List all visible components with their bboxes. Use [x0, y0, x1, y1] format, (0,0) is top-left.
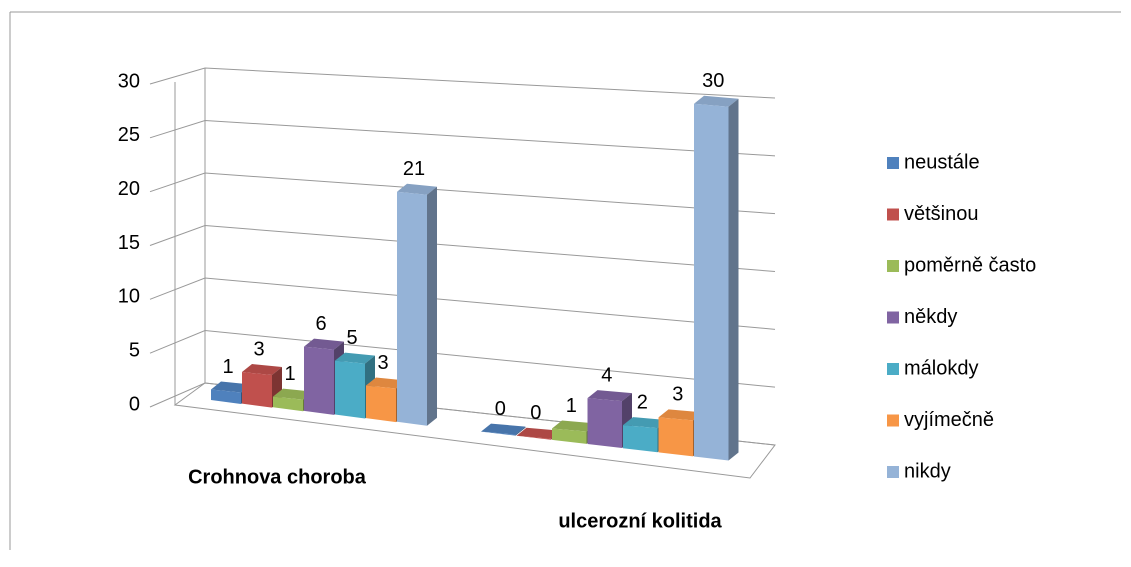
bar-top [335, 352, 375, 364]
bar [273, 388, 313, 412]
bar [694, 95, 739, 461]
bar-top [623, 417, 668, 429]
y-tick-label: 20 [118, 178, 140, 200]
legend-label: poměrně často [904, 254, 1036, 276]
grid-line [149, 67, 776, 99]
bar-front [335, 360, 365, 419]
bar-top [304, 338, 344, 350]
legend-swatch [887, 157, 899, 169]
legend-swatch [887, 414, 899, 427]
bar [587, 390, 632, 449]
value-label: 0 [530, 402, 541, 424]
bar-top [273, 388, 313, 400]
bar-front [366, 385, 396, 423]
bar-top [587, 390, 632, 402]
bar-front [481, 431, 516, 436]
legend-label: málokdy [904, 357, 978, 379]
bar-front [242, 372, 272, 408]
bar-side [728, 98, 739, 461]
legend-swatch [887, 466, 899, 478]
value-label: 3 [377, 352, 388, 374]
x-tick-label: Crohnova choroba [188, 466, 367, 488]
value-label: 3 [672, 384, 683, 406]
value-label: 30 [702, 70, 724, 92]
bar-top [694, 95, 739, 107]
y-tick-label: 30 [118, 70, 140, 92]
value-label: 4 [601, 364, 612, 386]
legend-swatch [887, 363, 899, 375]
grid-line [149, 172, 776, 215]
legend-swatch [887, 208, 899, 221]
grid-line [149, 224, 776, 272]
bar-top [211, 381, 251, 393]
y-tick-label: 10 [118, 286, 140, 308]
legend-label: vyjímečně [904, 409, 994, 431]
bar-front [211, 389, 241, 404]
value-label: 1 [222, 356, 233, 378]
bar [481, 423, 526, 436]
grid-line [149, 119, 776, 157]
bar-top [658, 409, 703, 421]
grid-line [149, 277, 776, 330]
bar-top [552, 420, 597, 432]
bar-top [397, 183, 437, 195]
bar-front [397, 191, 427, 426]
value-label: 1 [284, 363, 295, 385]
bar-top [366, 377, 406, 389]
bar-top [481, 423, 526, 435]
bar-top [516, 427, 561, 439]
bar-side [515, 426, 526, 436]
bar-side [427, 186, 437, 426]
bar-front [623, 425, 658, 453]
y-tick-label: 25 [118, 124, 140, 146]
bar-top [242, 364, 282, 376]
value-label: 5 [346, 327, 357, 349]
bar-front [273, 396, 303, 412]
bar [397, 183, 437, 426]
value-label: 1 [566, 395, 577, 417]
legend-label: neustále [904, 151, 980, 173]
legend-swatch [887, 260, 899, 272]
bar-front [304, 346, 334, 415]
bar-front [516, 435, 551, 440]
bar-front [658, 417, 693, 457]
grid-line [149, 329, 776, 388]
value-label: 3 [253, 338, 264, 360]
legend-label: většinou [904, 203, 979, 225]
y-tick-label: 15 [118, 232, 140, 254]
bar-front [694, 103, 729, 461]
bar [242, 364, 282, 408]
bar-front [552, 428, 587, 444]
value-label: 0 [495, 398, 506, 420]
legend-label: nikdy [904, 460, 951, 482]
value-label: 6 [315, 313, 326, 335]
x-tick-label: ulcerozní kolitida [558, 510, 722, 532]
value-label: 2 [637, 391, 648, 413]
bar-front [587, 398, 622, 449]
legend-label: někdy [904, 306, 957, 328]
y-tick-label: 5 [129, 339, 140, 361]
y-tick-label: 0 [129, 393, 140, 415]
value-label: 21 [403, 158, 425, 180]
legend-swatch [887, 311, 899, 324]
